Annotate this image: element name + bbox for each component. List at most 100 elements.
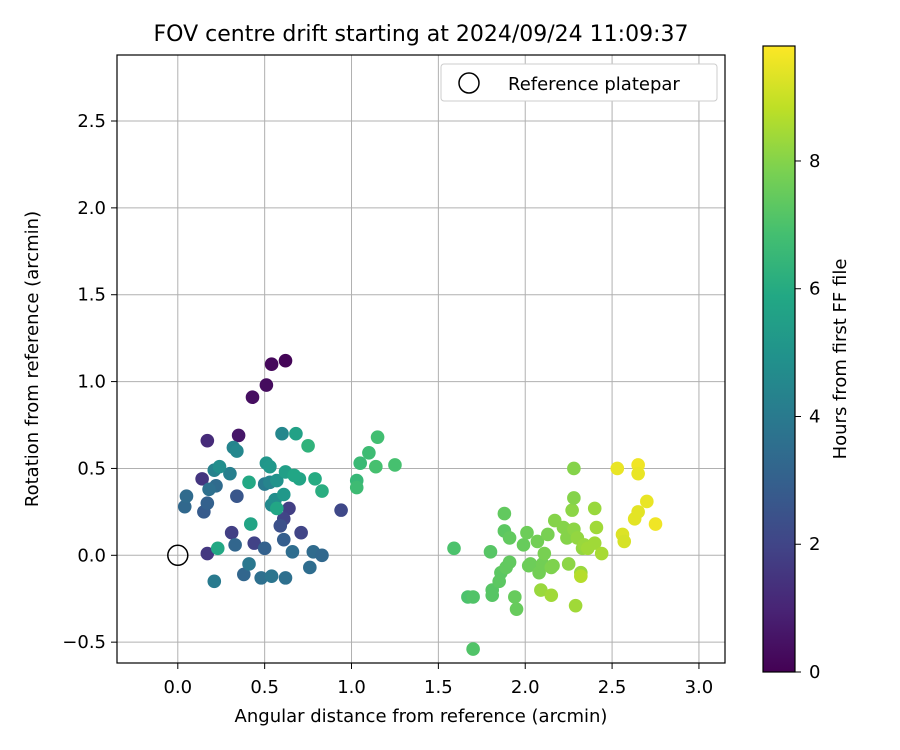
data-point	[565, 503, 579, 517]
x-tick-label: 2.5	[598, 677, 627, 698]
data-point	[546, 558, 560, 573]
data-point	[568, 598, 583, 613]
x-tick-label: 0.0	[163, 677, 192, 698]
data-point	[617, 534, 632, 549]
data-point	[259, 378, 274, 392]
data-point	[589, 520, 604, 535]
data-point	[210, 541, 225, 556]
data-point	[483, 545, 498, 559]
reference-point	[167, 544, 189, 567]
data-point	[516, 538, 531, 552]
data-point	[567, 461, 581, 476]
legend-entry: Reference platepar	[508, 74, 680, 95]
data-point	[537, 546, 552, 561]
data-point	[202, 482, 216, 497]
data-point	[447, 541, 461, 556]
data-point	[264, 569, 279, 583]
data-point	[273, 518, 288, 533]
data-point	[287, 468, 301, 483]
data-point	[245, 390, 260, 405]
data-point	[485, 588, 500, 603]
data-point	[301, 439, 315, 453]
scatter-points	[177, 353, 663, 656]
y-tick-label: 0.0	[77, 545, 106, 566]
data-point	[353, 456, 368, 471]
data-point	[466, 590, 480, 604]
x-tick-label: 1.0	[337, 677, 366, 698]
data-point	[497, 506, 512, 521]
data-point	[177, 499, 192, 514]
colorbar-tick-label: 6	[809, 279, 820, 300]
data-point	[349, 480, 364, 495]
data-point	[200, 546, 215, 561]
data-point	[223, 466, 237, 481]
data-point	[289, 426, 303, 441]
x-tick-label: 3.0	[685, 677, 714, 698]
data-point	[523, 557, 538, 571]
data-point	[466, 642, 480, 656]
data-point	[388, 458, 402, 472]
x-axis-ticks: 0.0 0.5 1.0 1.5 2.0 2.5 3.0	[163, 663, 713, 698]
data-point	[303, 560, 317, 575]
y-tick-label: 1.0	[77, 372, 106, 393]
data-point	[285, 545, 300, 559]
data-point	[195, 472, 209, 486]
data-point	[278, 571, 293, 585]
data-point	[230, 444, 244, 458]
data-point	[264, 357, 279, 372]
data-point	[370, 430, 385, 444]
y-tick-label: −0.5	[62, 632, 106, 653]
x-axis-label: Angular distance from reference (arcmin)	[235, 706, 608, 727]
data-point	[544, 588, 559, 603]
y-tick-label: 2.0	[77, 198, 106, 219]
y-tick-label: 1.5	[77, 285, 106, 306]
y-tick-label: 0.5	[77, 458, 106, 479]
data-point	[594, 546, 609, 561]
data-point	[270, 501, 284, 516]
data-point	[276, 532, 291, 547]
colorbar	[762, 45, 796, 673]
data-point	[242, 557, 256, 571]
colorbar-label: Hours from first FF file	[830, 259, 851, 460]
data-point	[508, 590, 522, 604]
y-tick-label: 2.5	[77, 111, 106, 132]
data-point	[308, 472, 322, 486]
data-point	[228, 538, 242, 552]
data-point	[315, 484, 329, 498]
data-point	[179, 489, 194, 504]
colorbar-tick-label: 0	[809, 662, 820, 683]
colorbar-tick-label: 2	[809, 534, 820, 555]
y-axis-ticks: −0.5 0.0 0.5 1.0 1.5 2.0 2.5	[62, 111, 117, 653]
data-point	[362, 446, 376, 460]
data-point	[556, 520, 571, 535]
chart-title: FOV centre drift starting at 2024/09/24 …	[154, 22, 689, 47]
colorbar-tick-label: 4	[809, 406, 820, 427]
data-point	[276, 487, 291, 502]
data-point	[567, 491, 581, 505]
x-tick-label: 0.5	[250, 677, 279, 698]
x-tick-label: 1.5	[424, 677, 453, 698]
data-point	[587, 536, 602, 550]
data-point	[610, 461, 625, 476]
data-point	[270, 473, 284, 488]
data-point	[212, 459, 227, 474]
data-point	[294, 525, 308, 540]
data-point	[574, 569, 588, 583]
data-point	[200, 433, 215, 448]
legend-box	[440, 63, 718, 102]
data-point	[520, 525, 534, 540]
data-point	[282, 501, 296, 516]
data-point	[509, 602, 524, 616]
data-point	[231, 428, 246, 443]
data-point	[631, 466, 645, 481]
data-point	[502, 531, 517, 545]
data-point	[257, 541, 272, 556]
data-point	[530, 534, 545, 549]
y-axis-label: Rotation from reference (arcmin)	[22, 211, 43, 507]
data-point	[263, 459, 277, 474]
data-point	[369, 459, 383, 474]
legend-marker-icon	[458, 72, 480, 94]
colorbar-tick-label: 8	[809, 151, 820, 172]
data-point	[243, 517, 258, 531]
